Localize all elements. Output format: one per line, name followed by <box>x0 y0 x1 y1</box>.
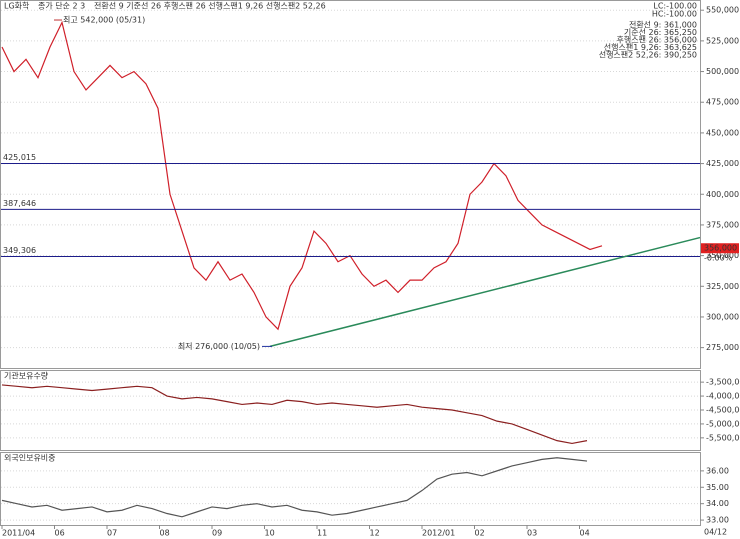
y-tick-label: -5,500,000 <box>706 433 740 442</box>
x-tick-label: 2012/01 <box>422 529 455 538</box>
y-tick-label: 325,000 <box>706 282 739 291</box>
change-label: -0.00% <box>704 254 733 263</box>
x-tick-label: 04 <box>580 529 590 538</box>
corner-label: LC:-100.00 <box>653 2 697 11</box>
x-tick-label: 12 <box>370 529 380 538</box>
annotation: 최저 276,000 (10/05) <box>178 341 260 351</box>
panel-title: 외국인보유비중 <box>4 453 56 463</box>
series-line <box>1 384 588 445</box>
y-tick-label: 34.00 <box>706 499 729 508</box>
inst-panel <box>0 370 701 451</box>
x-tick-label: 07 <box>107 529 117 538</box>
foreign-panel <box>0 452 701 526</box>
price-panel <box>0 0 701 369</box>
reference-label: 425,015 <box>3 153 36 162</box>
y-tick-label: 33.00 <box>706 516 729 525</box>
indicator-legend: 전환선 9 기준선 26 후행스팬 26 선행스팬1 9,26 선행스팬2 52… <box>94 1 326 11</box>
y-tick-label: -4,500,000 <box>706 405 740 414</box>
y-tick-label: 300,000 <box>706 312 739 321</box>
price-legend: 종가 단순 2 3 <box>38 1 85 11</box>
series-line <box>1 457 588 518</box>
y-tick-label: 36.00 <box>706 466 729 475</box>
y-tick-label: 375,000 <box>706 220 739 229</box>
panel-title: 기관보유수량 <box>4 371 49 381</box>
x-tick-label: 06 <box>55 529 65 538</box>
info-line: 후행스팬 26: 356,000 <box>617 35 697 45</box>
reference-label: 387,646 <box>3 199 36 208</box>
y-tick-label: -5,000,000 <box>706 419 740 428</box>
y-tick-label: 525,000 <box>706 36 739 45</box>
y-tick-label: 275,000 <box>706 343 739 352</box>
corner-label: HC:-100.00 <box>652 10 697 19</box>
y-tick-label: -4,000,000 <box>706 392 740 401</box>
x-tick-label: 10 <box>265 529 275 538</box>
info-line: 선행스팬1 9,26: 363,625 <box>604 42 697 52</box>
series-line <box>1 20 603 331</box>
last-price-label: 356,000 <box>704 244 737 253</box>
reference-label: 349,306 <box>3 246 36 255</box>
y-tick-label: 400,000 <box>706 190 739 199</box>
x-tick-label: 09 <box>212 529 222 538</box>
info-line: 기준선 26: 365,250 <box>624 28 697 37</box>
y-tick-label: 350,000 <box>706 251 739 260</box>
x-tick-label: 03 <box>527 529 537 538</box>
x-tick-label: 02 <box>475 529 485 538</box>
y-tick-label: -3,500,000 <box>706 378 740 387</box>
last-price-badge <box>701 243 739 254</box>
y-tick-label: 475,000 <box>706 98 739 107</box>
y-tick-label: 450,000 <box>706 128 739 137</box>
x-end-label: 04/12 <box>704 528 727 537</box>
y-tick-label: 35.00 <box>706 483 729 492</box>
info-line: 전환선 9: 361,000 <box>629 20 697 30</box>
info-line: 선행스팬2 52,26: 390,250 <box>599 50 697 60</box>
y-tick-label: 500,000 <box>706 67 739 76</box>
x-tick-label: 2011/04 <box>2 529 35 538</box>
y-tick-label: 550,000 <box>706 6 739 15</box>
x-tick-label: 08 <box>160 529 170 538</box>
x-tick-label: 11 <box>317 529 327 538</box>
annotation: 최고 542,000 (05/31) <box>63 15 145 25</box>
trendline <box>269 236 701 348</box>
stock-name: LG화학 <box>4 1 30 11</box>
y-tick-label: 425,000 <box>706 159 739 168</box>
